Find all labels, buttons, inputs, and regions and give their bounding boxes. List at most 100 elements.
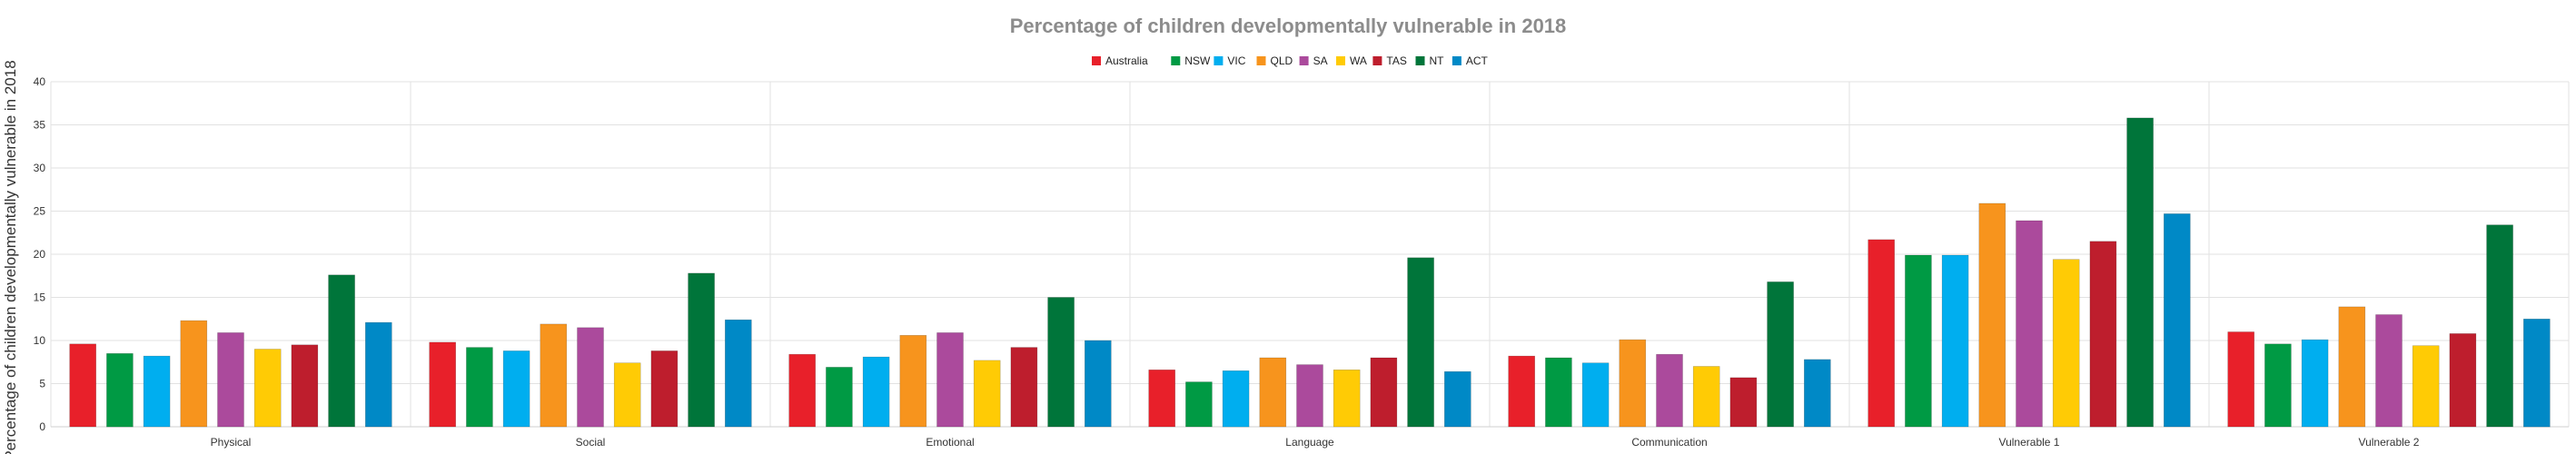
legend-label: QLD bbox=[1271, 54, 1293, 67]
legend-item-australia[interactable]: Australia bbox=[1092, 54, 1148, 67]
legend-swatch bbox=[1336, 56, 1345, 65]
bar-australia-physical bbox=[69, 343, 96, 428]
bar-australia-language bbox=[1148, 369, 1175, 428]
bar-qld-emotional bbox=[899, 334, 927, 428]
y-tick-label: 25 bbox=[34, 205, 46, 218]
bar-tas-vulnerable-1 bbox=[2089, 241, 2117, 428]
bar-wa-physical bbox=[253, 349, 282, 428]
x-tick-label: Communication bbox=[1631, 436, 1707, 449]
bar-wa-emotional bbox=[973, 360, 1001, 428]
y-tick-label: 20 bbox=[34, 248, 46, 261]
y-axis-label: Percentage of children developmentally v… bbox=[2, 60, 19, 454]
legend-swatch bbox=[1451, 56, 1461, 65]
bar-wa-vulnerable-1 bbox=[2052, 259, 2080, 428]
legend: Australia NSW VIC QLD SA WA TAS NT ACT bbox=[1092, 54, 1489, 67]
legend-swatch bbox=[1372, 56, 1382, 65]
legend-item-tas[interactable]: TAS bbox=[1372, 54, 1407, 67]
bar-sa-vulnerable-1 bbox=[2016, 220, 2043, 428]
bar-qld-physical bbox=[180, 320, 208, 428]
bar-tas-language bbox=[1370, 357, 1398, 428]
bar-qld-communication bbox=[1619, 339, 1647, 428]
bar-australia-social bbox=[429, 341, 457, 428]
bar-qld-language bbox=[1259, 357, 1287, 428]
y-tick-label: 10 bbox=[34, 334, 46, 347]
bar-qld-vulnerable-1 bbox=[1978, 202, 2006, 428]
bar-nt-language bbox=[1407, 257, 1434, 428]
bar-act-vulnerable-2 bbox=[2523, 318, 2551, 428]
legend-swatch bbox=[1171, 56, 1181, 65]
legend-item-act[interactable]: ACT bbox=[1451, 54, 1489, 67]
legend-item-wa[interactable]: WA bbox=[1336, 54, 1367, 67]
legend-label: SA bbox=[1313, 54, 1328, 67]
x-tick-label: Language bbox=[1285, 436, 1334, 449]
bar-act-communication bbox=[1804, 359, 1831, 428]
bar-tas-vulnerable-2 bbox=[2449, 333, 2477, 428]
bar-nt-vulnerable-1 bbox=[2126, 117, 2154, 428]
bar-qld-social bbox=[540, 323, 568, 428]
bar-nsw-emotional bbox=[826, 367, 853, 428]
bar-sa-vulnerable-2 bbox=[2375, 314, 2403, 428]
bar-wa-vulnerable-2 bbox=[2412, 345, 2440, 428]
legend-label: ACT bbox=[1466, 54, 1489, 67]
bars bbox=[69, 117, 2551, 428]
bar-vic-language bbox=[1222, 370, 1250, 428]
bar-nsw-physical bbox=[106, 352, 134, 428]
bar-vic-communication bbox=[1581, 362, 1610, 428]
bar-act-language bbox=[1444, 370, 1471, 428]
bar-wa-communication bbox=[1692, 366, 1720, 428]
bar-tas-physical bbox=[291, 344, 319, 428]
legend-swatch bbox=[1415, 56, 1425, 65]
x-tick-label: Vulnerable 2 bbox=[2359, 436, 2420, 449]
x-tick-label: Physical bbox=[211, 436, 252, 449]
legend-item-nt[interactable]: NT bbox=[1415, 54, 1445, 67]
legend-item-vic[interactable]: VIC bbox=[1214, 54, 1246, 67]
bar-nsw-social bbox=[466, 347, 493, 428]
bar-qld-vulnerable-2 bbox=[2338, 306, 2366, 428]
bar-sa-physical bbox=[217, 332, 244, 428]
bar-vic-social bbox=[502, 350, 530, 428]
bar-wa-language bbox=[1333, 369, 1361, 428]
chart-title: Percentage of children developmentally v… bbox=[1010, 15, 1567, 37]
bar-vic-vulnerable-2 bbox=[2301, 339, 2329, 428]
bar-sa-emotional bbox=[936, 332, 964, 428]
bar-nt-vulnerable-2 bbox=[2486, 224, 2513, 428]
y-tick-label: 0 bbox=[39, 420, 45, 433]
bar-tas-emotional bbox=[1010, 347, 1038, 428]
bar-nt-physical bbox=[328, 274, 355, 428]
legend-swatch bbox=[1299, 56, 1309, 65]
bar-nsw-communication bbox=[1545, 357, 1572, 428]
bar-tas-social bbox=[650, 350, 679, 428]
legend-item-nsw[interactable]: NSW bbox=[1171, 54, 1211, 67]
legend-item-qld[interactable]: QLD bbox=[1256, 54, 1293, 67]
legend-swatch bbox=[1092, 56, 1101, 65]
bar-nt-social bbox=[688, 272, 715, 428]
bar-vic-emotional bbox=[862, 356, 890, 428]
y-axis-ticks: 0 5 10 15 20 25 30 35 40 bbox=[34, 75, 46, 433]
legend-label: Australia bbox=[1105, 54, 1148, 67]
y-tick-label: 5 bbox=[39, 378, 45, 390]
legend-swatch bbox=[1214, 56, 1224, 65]
legend-swatch bbox=[1256, 56, 1266, 65]
bar-vic-vulnerable-1 bbox=[1941, 254, 1969, 428]
bar-nt-emotional bbox=[1047, 297, 1075, 428]
bar-sa-communication bbox=[1656, 353, 1683, 428]
bar-tas-communication bbox=[1729, 377, 1758, 428]
bar-act-vulnerable-1 bbox=[2164, 213, 2191, 428]
legend-label: VIC bbox=[1227, 54, 1245, 67]
y-tick-label: 30 bbox=[34, 162, 46, 174]
legend-label: NT bbox=[1430, 54, 1445, 67]
bar-act-social bbox=[724, 319, 752, 428]
bar-vic-physical bbox=[143, 355, 171, 428]
x-axis-ticks: Physical Social Emotional Language Communica… bbox=[211, 436, 2420, 449]
x-tick-label: Vulnerable 1 bbox=[1999, 436, 2060, 449]
legend-item-sa[interactable]: SA bbox=[1299, 54, 1328, 67]
x-tick-label: Social bbox=[576, 436, 606, 449]
bar-australia-communication bbox=[1508, 355, 1535, 428]
bar-nt-communication bbox=[1767, 281, 1794, 428]
bar-nsw-vulnerable-2 bbox=[2264, 343, 2292, 428]
bar-australia-vulnerable-1 bbox=[1868, 239, 1895, 428]
y-tick-label: 35 bbox=[34, 119, 46, 132]
bar-act-emotional bbox=[1085, 340, 1112, 428]
